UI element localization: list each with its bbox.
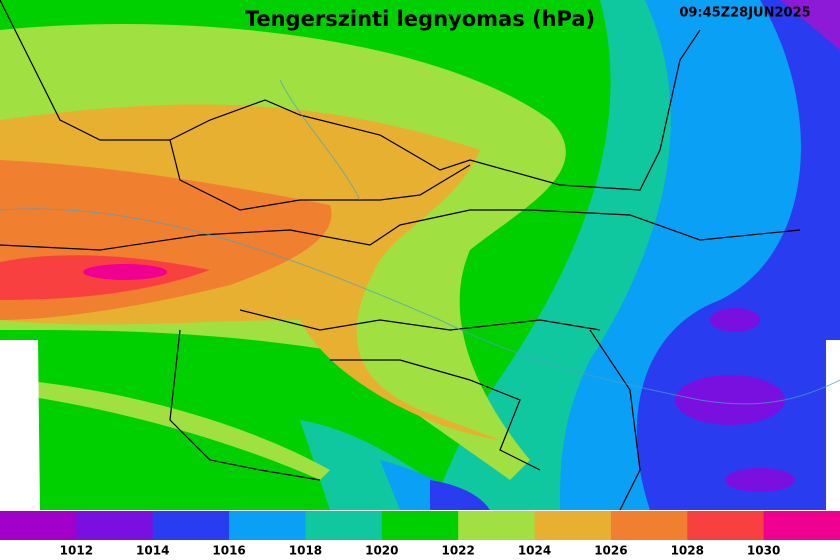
colorbar-label: 1028 — [671, 544, 704, 558]
colorbar-label: 1014 — [136, 544, 169, 558]
colorbar-label: 1030 — [747, 544, 780, 558]
colorbar-label: 1022 — [441, 544, 474, 558]
color-swatch — [763, 511, 840, 540]
colorbar-label: 1026 — [594, 544, 627, 558]
color-swatch — [152, 511, 230, 540]
colorbar-label: 1020 — [365, 544, 398, 558]
borders — [0, 0, 840, 511]
timestamp: 09:45Z28JUN2025 — [679, 6, 810, 21]
color-swatch — [0, 511, 77, 540]
color-swatch — [229, 511, 306, 540]
color-swatch — [534, 511, 612, 540]
colorbar: 1012 1014 1016 1018 1020 1022 1024 1026 1028 1030 — [0, 511, 840, 558]
color-swatch — [458, 511, 536, 540]
colorbar-label: 1016 — [212, 544, 245, 558]
pressure-field — [0, 0, 840, 510]
color-swatch — [76, 511, 154, 540]
color-swatch — [305, 511, 383, 540]
color-swatch — [610, 511, 688, 540]
map-title: Tengerszinti legnyomas (hPa) — [245, 7, 595, 31]
color-swatch — [381, 511, 459, 540]
colorbar-label: 1018 — [289, 544, 322, 558]
colorbar-label: 1012 — [60, 544, 93, 558]
color-swatch — [687, 511, 765, 540]
colorbar-label: 1024 — [518, 544, 551, 558]
